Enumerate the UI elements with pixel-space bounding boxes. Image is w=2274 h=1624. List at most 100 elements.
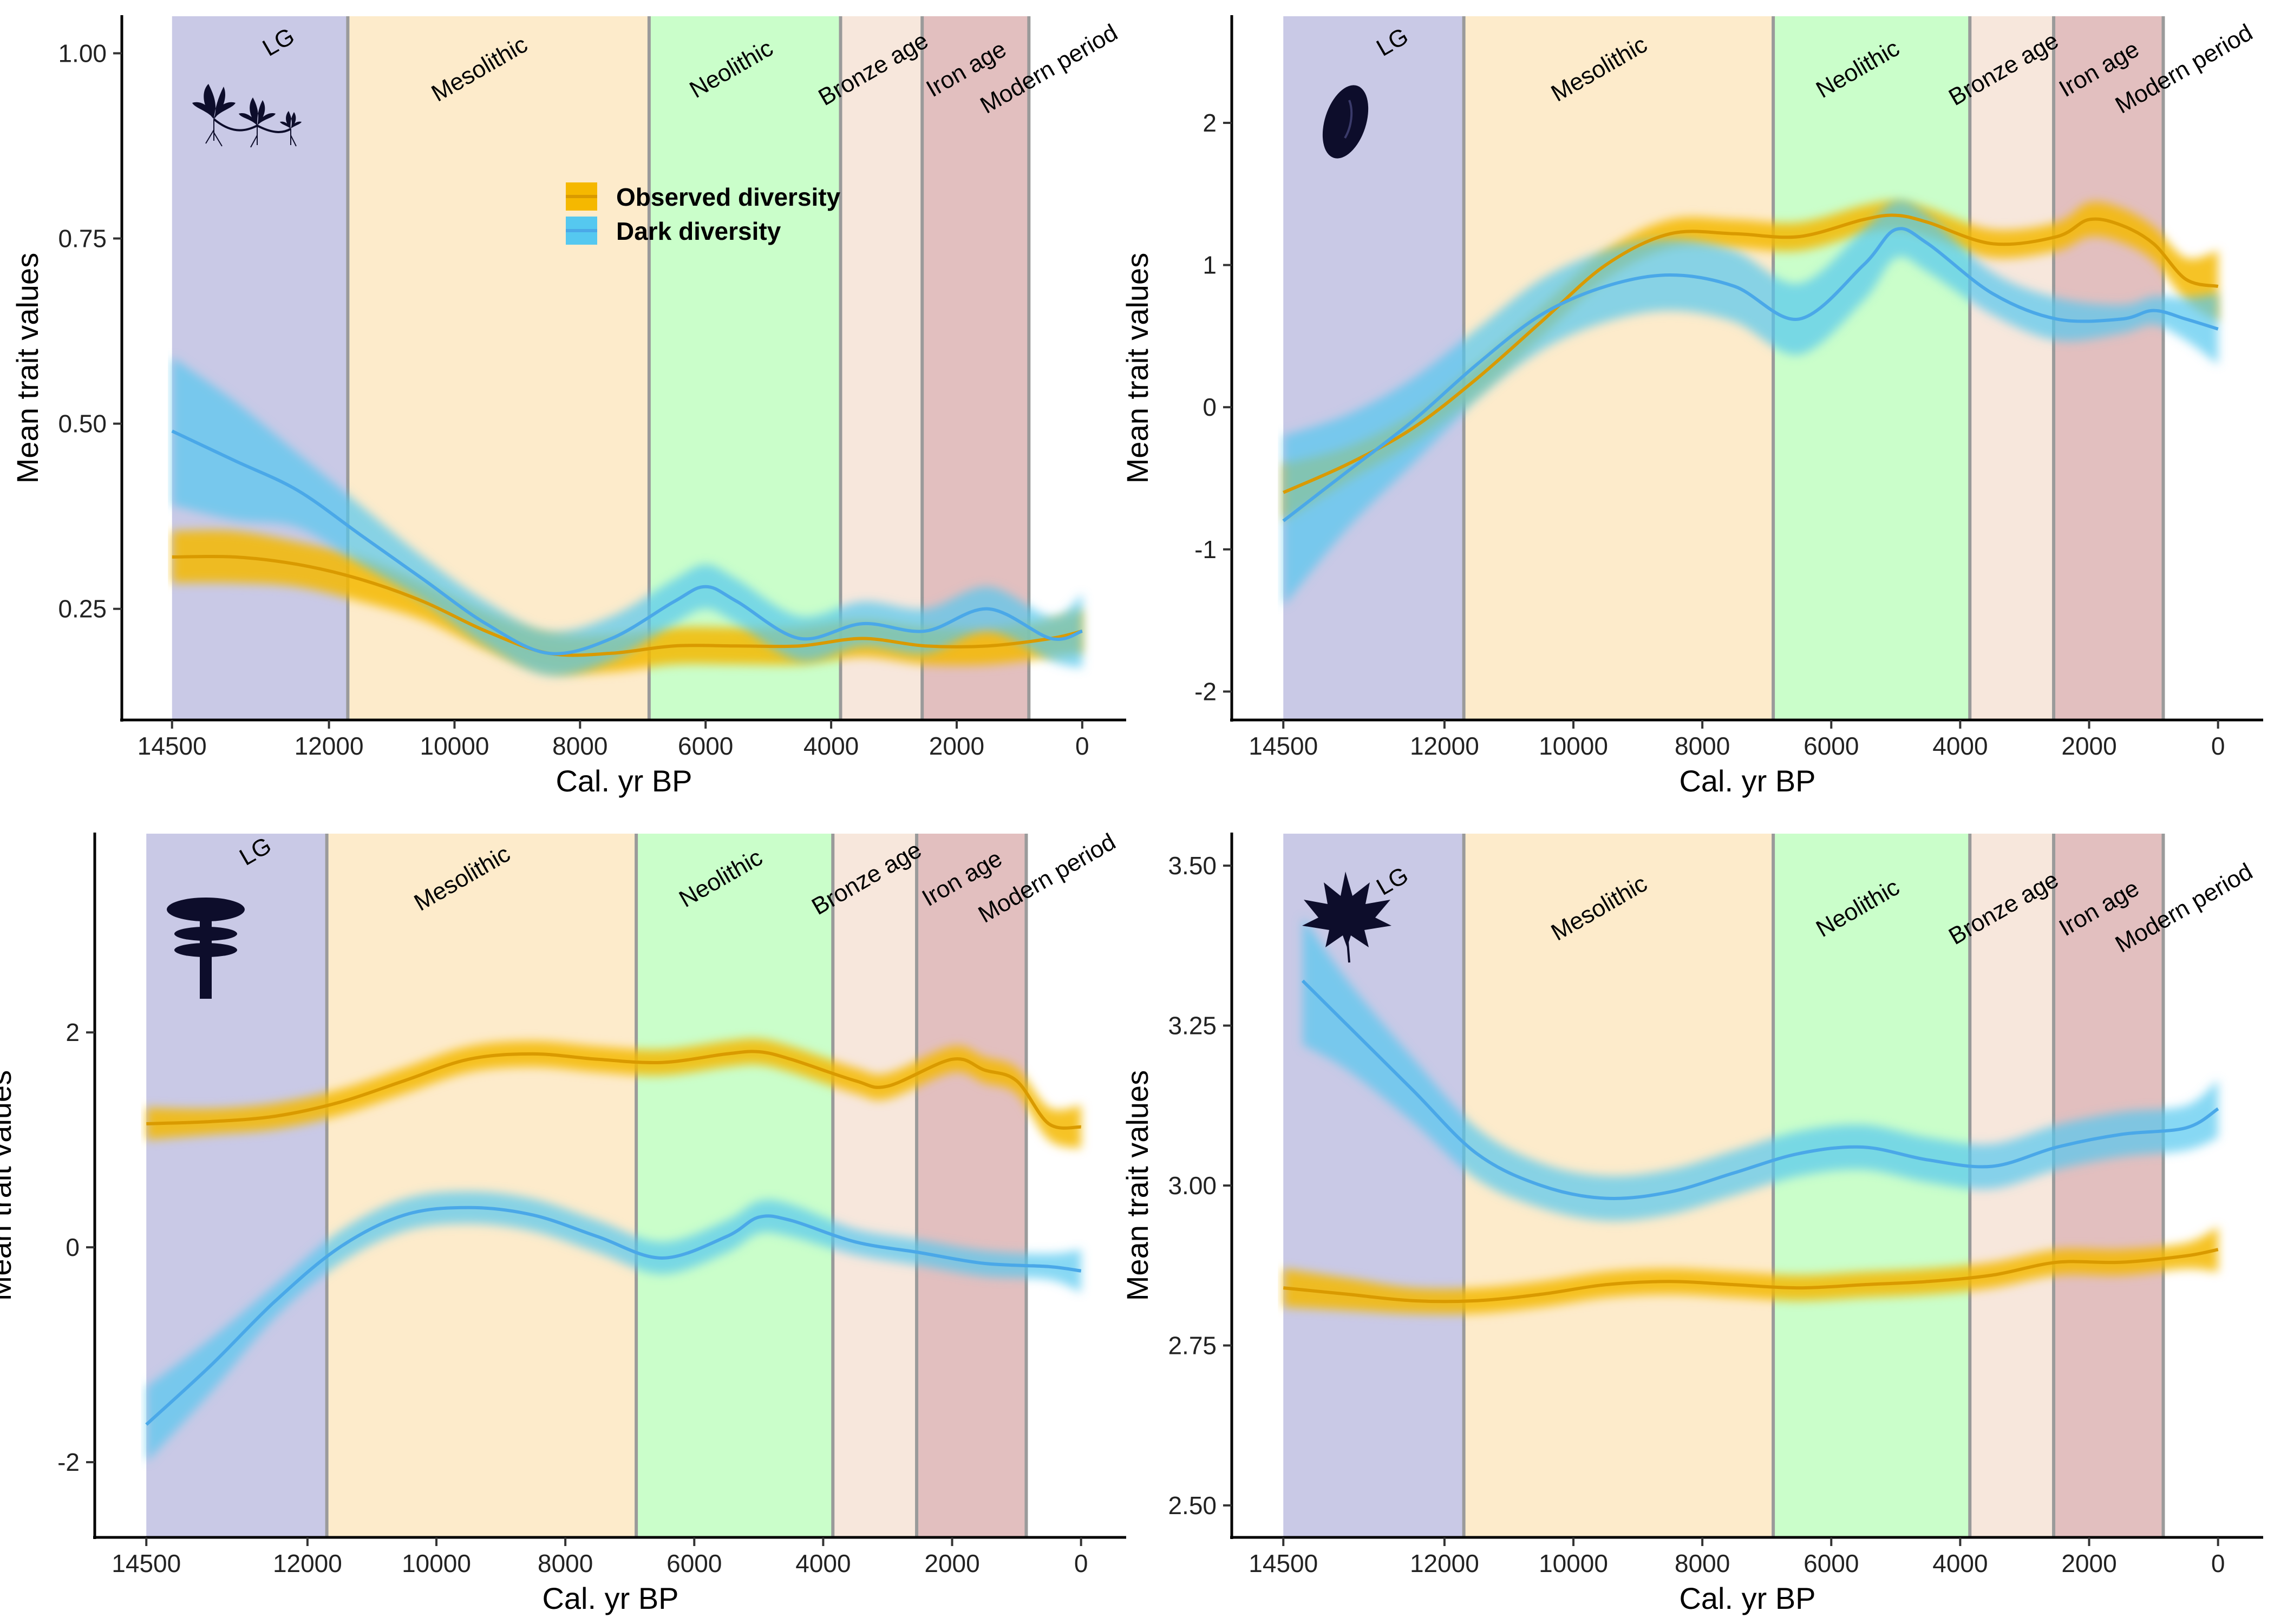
x-tick-label: 14500 bbox=[112, 1549, 181, 1577]
x-axis-title: Cal. yr BP bbox=[542, 1581, 678, 1615]
period-band-modern-period bbox=[1029, 16, 1082, 720]
band-observed-diversity bbox=[1283, 1227, 2218, 1314]
y-tick-label: -2 bbox=[57, 1448, 80, 1476]
x-tick-label: 4000 bbox=[795, 1549, 851, 1577]
leaf-icon bbox=[1302, 872, 1391, 963]
period-band-modern-period bbox=[2163, 16, 2218, 720]
confidence-bands bbox=[1283, 200, 2218, 606]
plant-clonal-icon bbox=[192, 84, 302, 148]
x-tick-label: 0 bbox=[1074, 1549, 1088, 1577]
trend-lines bbox=[171, 429, 1083, 657]
trend-lines bbox=[1282, 213, 2219, 522]
y-tick-label: 3.00 bbox=[1168, 1171, 1217, 1200]
period-band-bronze-age bbox=[840, 16, 923, 720]
period-band-mesolithic bbox=[1463, 16, 1774, 720]
legend-label-observed: Observed diversity bbox=[616, 183, 841, 211]
x-tick-label: 10000 bbox=[420, 732, 489, 760]
y-axis-title: Mean trait values bbox=[1120, 1070, 1154, 1301]
y-tick-label: -2 bbox=[1194, 677, 1217, 705]
period-band-modern-period bbox=[1026, 834, 1081, 1537]
band-dark-diversity bbox=[146, 1191, 1081, 1463]
x-tick-label: 0 bbox=[2211, 732, 2225, 760]
x-tick-label: 2000 bbox=[924, 1549, 979, 1577]
period-band-iron-age bbox=[917, 834, 1027, 1537]
line-dark-diversity bbox=[145, 1206, 1082, 1426]
y-tick-label: 1.00 bbox=[58, 39, 107, 67]
y-tick-label: 0.75 bbox=[58, 225, 107, 253]
x-tick-label: 0 bbox=[2211, 1549, 2225, 1577]
x-axis-title: Cal. yr BP bbox=[556, 764, 692, 798]
y-axis-title: Mean trait values bbox=[0, 1070, 17, 1301]
y-tick-label: -1 bbox=[1194, 535, 1217, 564]
x-tick-label: 2000 bbox=[929, 732, 984, 760]
line-observed-diversity bbox=[172, 554, 1083, 657]
period-band-neolithic bbox=[636, 834, 833, 1537]
period-band-bronze-age bbox=[1970, 16, 2054, 720]
x-tick-label: 14500 bbox=[1249, 1549, 1318, 1577]
y-tick-label: 0.25 bbox=[58, 595, 107, 623]
x-tick-label: 10000 bbox=[1539, 732, 1608, 760]
trend-lines bbox=[145, 1050, 1082, 1426]
x-tick-label: 4000 bbox=[1932, 732, 1988, 760]
period-band-lg bbox=[172, 16, 348, 720]
x-tick-label: 2000 bbox=[2061, 1549, 2116, 1577]
y-tick-label: 0 bbox=[1203, 393, 1217, 421]
line-dark-diversity bbox=[171, 429, 1083, 656]
line-observed-diversity bbox=[1283, 213, 2219, 494]
x-tick-label: 2000 bbox=[2061, 732, 2116, 760]
trait-icons bbox=[167, 84, 1391, 999]
x-axis-title: Cal. yr BP bbox=[1679, 1581, 1815, 1615]
x-tick-label: 12000 bbox=[273, 1549, 342, 1577]
x-tick-label: 4000 bbox=[803, 732, 859, 760]
plant-height-icon bbox=[167, 898, 245, 999]
x-tick-label: 12000 bbox=[295, 732, 364, 760]
y-tick-label: 0 bbox=[66, 1233, 80, 1261]
y-tick-label: 3.50 bbox=[1168, 852, 1217, 880]
period-band-iron-age bbox=[2054, 834, 2164, 1537]
line-observed-diversity bbox=[146, 1050, 1081, 1130]
y-tick-label: 2 bbox=[66, 1018, 80, 1046]
y-tick-label: 2.50 bbox=[1168, 1491, 1217, 1520]
x-tick-label: 8000 bbox=[552, 732, 607, 760]
x-tick-label: 12000 bbox=[1410, 1549, 1479, 1577]
x-tick-label: 8000 bbox=[538, 1549, 593, 1577]
period-band-iron-age bbox=[2054, 16, 2164, 720]
line-observed-diversity bbox=[1283, 1248, 2219, 1304]
line-dark-diversity bbox=[1301, 979, 2219, 1200]
trend-lines bbox=[1283, 979, 2219, 1304]
legend-label-dark: Dark diversity bbox=[616, 217, 781, 245]
x-tick-label: 8000 bbox=[1675, 732, 1730, 760]
x-axis-title: Cal. yr BP bbox=[1679, 764, 1815, 798]
x-tick-label: 12000 bbox=[1410, 732, 1479, 760]
period-band-neolithic bbox=[1773, 16, 1970, 720]
seed-icon bbox=[1322, 85, 1369, 159]
x-tick-label: 0 bbox=[1075, 732, 1089, 760]
legend: Observed diversity Dark diversity bbox=[566, 182, 841, 245]
x-tick-label: 8000 bbox=[1675, 1549, 1730, 1577]
period-band-modern-period bbox=[2163, 834, 2218, 1537]
confidence-bands bbox=[146, 1038, 1081, 1463]
line-dark-diversity bbox=[1282, 227, 2219, 522]
x-tick-label: 10000 bbox=[402, 1549, 471, 1577]
x-tick-label: 6000 bbox=[666, 1549, 722, 1577]
x-tick-label: 6000 bbox=[1803, 732, 1859, 760]
x-tick-label: 14500 bbox=[1249, 732, 1318, 760]
y-tick-label: 2 bbox=[1203, 109, 1217, 137]
period-band-bronze-age bbox=[833, 834, 917, 1537]
band-observed-diversity bbox=[1283, 201, 2218, 521]
y-tick-label: 0.50 bbox=[58, 410, 107, 438]
x-tick-label: 4000 bbox=[1932, 1549, 1988, 1577]
x-tick-label: 6000 bbox=[678, 732, 733, 760]
band-observed-diversity bbox=[146, 1038, 1081, 1149]
y-tick-label: 1 bbox=[1203, 251, 1217, 279]
y-tick-label: 3.25 bbox=[1168, 1012, 1217, 1040]
y-axis-title: Mean trait values bbox=[10, 253, 44, 483]
x-tick-label: 6000 bbox=[1803, 1549, 1859, 1577]
band-dark-diversity bbox=[1283, 200, 2218, 606]
band-dark-diversity bbox=[1303, 916, 2218, 1221]
period-band-neolithic bbox=[1773, 834, 1970, 1537]
y-axis-title: Mean trait values bbox=[1120, 253, 1154, 483]
